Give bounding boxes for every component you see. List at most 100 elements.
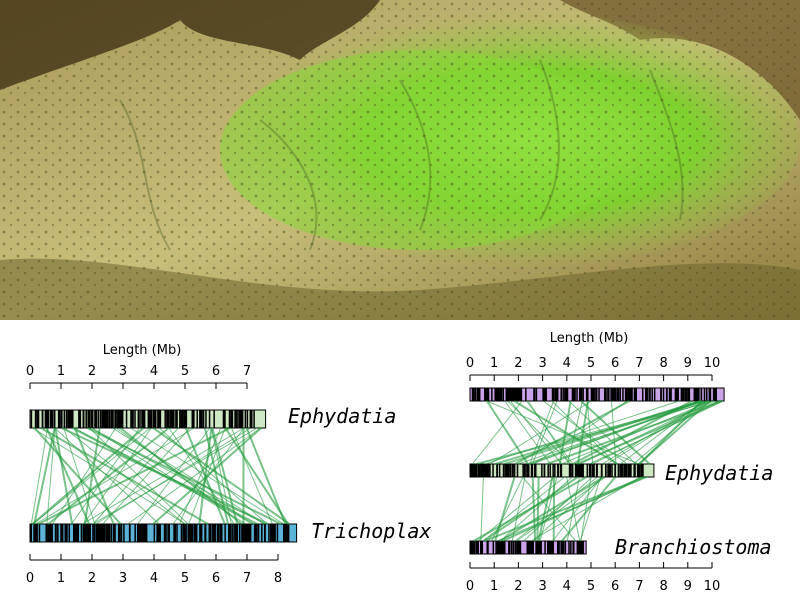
gene-marker [205, 410, 207, 428]
gene-marker [224, 524, 226, 542]
gene-marker [470, 464, 474, 477]
gene-marker [547, 464, 549, 477]
gene-marker [141, 410, 143, 428]
gene-marker [582, 388, 584, 401]
gene-marker [137, 524, 140, 542]
gene-marker [622, 388, 624, 401]
gene-marker [480, 541, 484, 554]
gene-marker [510, 541, 513, 554]
gene-marker [629, 388, 632, 401]
gene-marker [36, 524, 38, 542]
gene-marker [476, 464, 478, 477]
gene-marker [257, 524, 260, 542]
gene-marker [152, 410, 155, 428]
gene-marker [121, 410, 124, 428]
gene-marker [36, 410, 40, 428]
gene-marker [242, 524, 244, 542]
gene-marker [560, 541, 562, 554]
gene-marker [41, 410, 44, 428]
gene-marker [517, 388, 521, 401]
gene-marker [660, 388, 662, 401]
synteny-link [523, 476, 593, 542]
gene-marker [38, 524, 41, 542]
gene-marker [502, 464, 505, 477]
synteny-link [633, 400, 708, 465]
gene-marker [486, 388, 490, 401]
bottom-axis-tick-label: 2 [514, 579, 522, 594]
gene-marker [117, 410, 121, 428]
gene-marker [73, 524, 77, 542]
gene-marker [551, 541, 553, 554]
gene-marker [61, 410, 63, 428]
synteny-link [477, 476, 555, 542]
gene-marker [496, 388, 500, 401]
gene-marker [565, 388, 569, 401]
gene-marker [110, 524, 112, 542]
gene-marker [128, 524, 131, 542]
gene-marker [101, 524, 103, 542]
bottom-axis-tick-label: 5 [587, 579, 595, 594]
synteny-link [64, 427, 186, 525]
gene-marker [486, 464, 488, 477]
gene-marker [668, 388, 672, 401]
gene-marker [486, 541, 488, 554]
gene-marker [231, 410, 234, 428]
gene-marker [527, 464, 529, 477]
gene-marker [516, 464, 519, 477]
gene-marker [551, 388, 555, 401]
gene-marker [576, 541, 579, 554]
synteny-link [489, 400, 592, 465]
gene-marker [595, 464, 598, 477]
gene-marker [544, 541, 546, 554]
gene-marker [709, 388, 711, 401]
gene-marker [87, 410, 89, 428]
top-axis-tick-label: 10 [704, 356, 721, 371]
gene-marker [244, 524, 247, 542]
gene-marker [163, 524, 167, 542]
gene-marker [494, 388, 498, 401]
gene-marker [513, 388, 515, 401]
gene-marker [564, 541, 567, 554]
gene-marker [484, 388, 486, 401]
gene-marker [578, 541, 580, 554]
gene-marker [636, 464, 640, 477]
gene-marker [549, 541, 552, 554]
synteny-link [112, 427, 265, 525]
gene-marker [486, 388, 488, 401]
gene-marker [64, 524, 67, 542]
gene-marker [535, 464, 537, 477]
gene-marker [102, 524, 106, 542]
gene-marker [614, 388, 616, 401]
synteny-link [566, 476, 580, 542]
synteny-link [83, 427, 152, 525]
gene-marker [478, 464, 481, 477]
gene-marker [212, 524, 214, 542]
gene-marker [514, 388, 518, 401]
gene-marker [125, 410, 128, 428]
gene-marker [504, 464, 506, 477]
bottom-axis-tick-label: 1 [57, 571, 65, 586]
gene-marker [706, 388, 708, 401]
gene-marker [101, 410, 105, 428]
synteny-link [580, 476, 592, 542]
synteny-link [495, 400, 702, 465]
gene-marker [631, 388, 633, 401]
gene-marker [60, 524, 64, 542]
synteny-link [568, 400, 637, 465]
gene-marker [223, 410, 226, 428]
gene-marker [255, 524, 258, 542]
gene-marker [228, 410, 231, 428]
gene-marker [662, 388, 665, 401]
gene-marker [608, 388, 610, 401]
gene-marker [535, 388, 538, 401]
synteny-link [552, 476, 603, 542]
gene-marker [57, 410, 60, 428]
synteny-link [116, 427, 252, 525]
gene-marker [169, 410, 171, 428]
panel-right: Length (Mb)0 1 2 3 4 5 6 7 8 9 10EphydatiaBranchio… [466, 331, 774, 594]
synteny-link [472, 400, 523, 465]
gene-marker [166, 410, 170, 428]
gene-marker [219, 524, 223, 542]
gene-marker [628, 388, 631, 401]
synteny-link [543, 400, 628, 465]
